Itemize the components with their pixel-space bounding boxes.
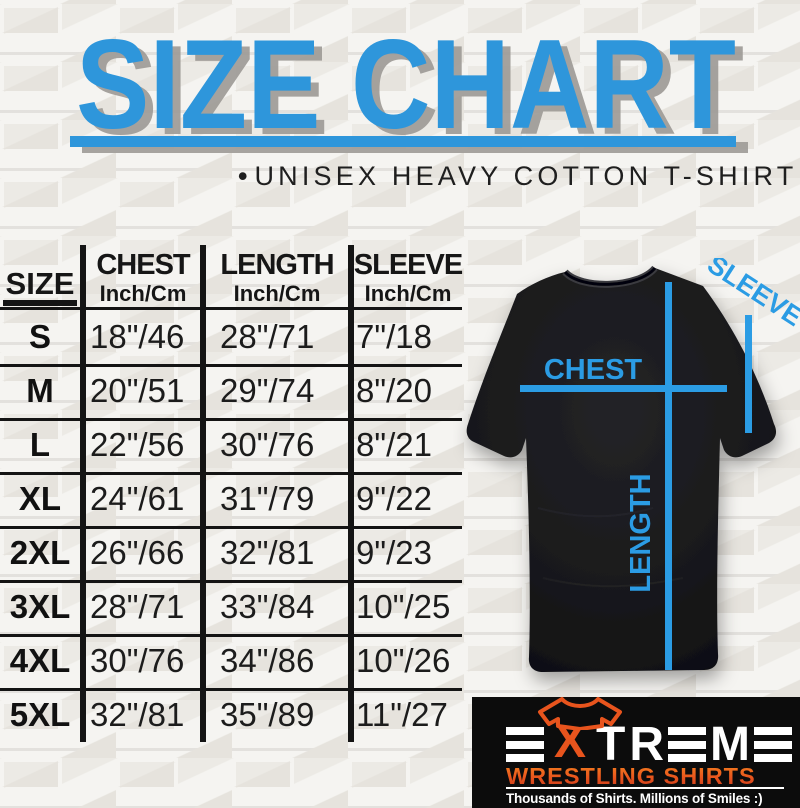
size-cell: 4XL [9,642,71,679]
brand-letter-m: M [710,717,750,771]
sleeve-cell: 8"/20 [348,364,462,418]
letter-e-bars-icon [668,727,707,762]
size-header-label: SIZE [2,268,78,306]
product-subtitle: • UNISEX HEAVY COTTON T-SHIRT [238,161,797,192]
title-underline-shadow [82,142,748,153]
size-table: SIZE CHEST Inch/Cm LENGTH Inch/Cm SLEEVE… [0,245,463,742]
chest-cell: 32"/81 [80,688,200,742]
length-column-header: LENGTH Inch/Cm [200,245,348,307]
chest-cell: 26"/66 [80,526,200,580]
chest-cell: 20"/51 [80,364,200,418]
tshirt-icon [538,697,622,730]
length-label: LENGTH [625,473,657,592]
chest-header-label: CHEST [96,249,190,281]
letter-e-bars-icon [506,727,544,762]
table-row: M 20"/51 29"/74 8"/20 [0,364,462,418]
sleeve-cell: 9"/22 [348,472,462,526]
brand-letter-t: T [596,717,626,771]
length-cell: 34"/86 [200,634,348,688]
length-measure-line [665,282,672,670]
sleeve-cell: 11"/27 [348,688,462,742]
chest-unit-label: Inch/Cm [99,281,187,306]
table-row: 4XL 30"/76 34"/86 10"/26 [0,634,462,688]
sleeve-column-header: SLEEVE Inch/Cm [348,245,463,307]
tshirt-collar-inner [563,266,657,286]
table-row: S 18"/46 28"/71 7"/18 [0,310,462,364]
chest-cell: 30"/76 [80,634,200,688]
title-underline [70,136,736,147]
table-row: 5XL 32"/81 35"/89 11"/27 [0,688,462,742]
tshirt-graphic [466,265,777,672]
size-cell: 2XL [9,534,71,571]
length-unit-label: Inch/Cm [233,281,321,306]
sleeve-cell: 7"/18 [348,310,462,364]
sleeve-cell: 10"/25 [348,580,462,634]
page-title: SIZE CHART [76,20,736,155]
chest-label: CHEST [544,354,643,386]
brand-word-extreme: X T R M [506,697,792,771]
chest-cell: 24"/61 [80,472,200,526]
length-cell: 35"/89 [200,688,348,742]
length-header-label: LENGTH [220,249,334,281]
length-cell: 28"/71 [200,310,348,364]
chest-cell: 18"/46 [80,310,200,364]
sleeve-cell: 9"/23 [348,526,462,580]
wrestling-shirts-text: WRESTLING SHIRTS [506,763,786,790]
sleeve-header-label: SLEEVE [353,249,463,281]
page-title-graphic: SIZE CHART SIZE CHART [70,20,748,156]
table-row: 3XL 28"/71 33"/84 10"/25 [0,580,462,634]
size-cell: L [29,426,51,463]
logo-divider [506,787,784,789]
chest-cell: 22"/56 [80,418,200,472]
sleeve-unit-label: Inch/Cm [364,281,452,306]
length-cell: 33"/84 [200,580,348,634]
letter-e-bars-icon [754,727,792,762]
size-column-header: SIZE [0,245,80,307]
length-cell: 30"/76 [200,418,348,472]
tshirt-body [466,268,777,672]
brand-letter-r: R [629,717,665,771]
chest-cell: 28"/71 [80,580,200,634]
table-row: 2XL 26"/66 32"/81 9"/23 [0,526,462,580]
tshirt-wrinkle [537,507,654,518]
logo-tagline: Thousands of Shirts. Millions of Smiles … [506,791,763,806]
chest-measure-line [520,385,727,392]
chest-column-header: CHEST Inch/Cm [80,245,200,307]
brand-logo: X T R M WRESTLING SHIRTS Thousands of Sh… [472,697,800,808]
size-cell: XL [18,480,62,517]
size-cell: 3XL [9,588,71,625]
table-row: XL 24"/61 31"/79 9"/22 [0,472,462,526]
table-row: L 22"/56 30"/76 8"/21 [0,418,462,472]
bullet-icon: • [238,161,248,191]
product-subtitle-text: UNISEX HEAVY COTTON T-SHIRT [254,161,798,191]
brand-letter-x-wrap: X [538,697,622,766]
sleeve-cell: 8"/21 [348,418,462,472]
sleeve-measure-line [745,315,752,433]
page-title-shadow: SIZE CHART [84,20,744,156]
size-cell: 5XL [9,696,71,733]
size-cell: M [26,372,54,409]
size-cell: S [28,318,51,355]
length-cell: 32"/81 [200,526,348,580]
tshirt-diagram: CHEST LENGTH SLEEVE [466,258,800,672]
length-cell: 29"/74 [200,364,348,418]
length-cell: 31"/79 [200,472,348,526]
sleeve-cell: 10"/26 [348,634,462,688]
size-table-header: SIZE CHEST Inch/Cm LENGTH Inch/Cm SLEEVE… [0,245,463,310]
